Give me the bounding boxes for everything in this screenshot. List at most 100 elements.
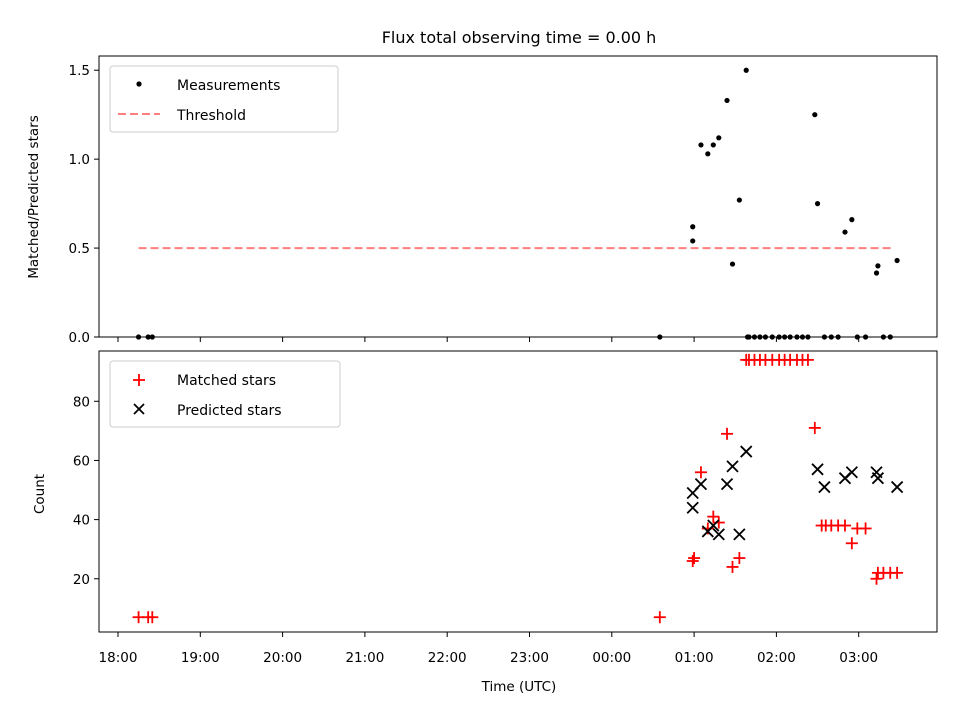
predicted-point bbox=[811, 463, 824, 476]
measurement-point bbox=[794, 334, 800, 340]
measurement-point bbox=[751, 334, 758, 340]
bottom-xtick-label: 02:00 bbox=[757, 650, 796, 666]
bottom-xtick-label: 18:00 bbox=[99, 650, 138, 666]
bottom-xtick-label: 03:00 bbox=[839, 650, 878, 666]
bottom-ytick-label: 40 bbox=[73, 513, 90, 529]
predicted-point bbox=[712, 528, 725, 541]
measurement-point bbox=[690, 238, 696, 244]
matched-point bbox=[653, 611, 666, 624]
bottom-ytick-label: 60 bbox=[73, 453, 90, 469]
matched-point bbox=[891, 566, 904, 579]
measurement-point bbox=[814, 201, 821, 207]
legend-predicted-label: Predicted stars bbox=[177, 403, 282, 419]
bottom-xlabel: Time (UTC) bbox=[481, 679, 557, 695]
bottom-axes-frame bbox=[98, 350, 938, 633]
predicted-point bbox=[733, 528, 746, 541]
legend-measurements-label: Measurements bbox=[177, 78, 280, 94]
legend-matched-marker bbox=[133, 374, 145, 386]
matched-point bbox=[688, 552, 701, 565]
measurement-point bbox=[782, 334, 788, 340]
predicted-point bbox=[740, 445, 753, 458]
bottom-ytick-label: 20 bbox=[73, 572, 90, 588]
top-ytick-label: 1.0 bbox=[69, 152, 90, 168]
measurement-point bbox=[736, 197, 742, 203]
matched-point bbox=[712, 516, 725, 529]
measurement-point bbox=[821, 334, 828, 340]
bottom-ytick-label: 80 bbox=[73, 394, 90, 410]
measurement-point bbox=[849, 217, 855, 223]
matched-point bbox=[845, 537, 858, 550]
measurement-point bbox=[746, 334, 752, 340]
measurement-point bbox=[724, 97, 730, 104]
top-ylabel: Matched/Predicted stars bbox=[26, 115, 42, 278]
measurement-point bbox=[762, 334, 769, 340]
bottom-xtick-label: 20:00 bbox=[263, 650, 302, 666]
measurement-point bbox=[149, 334, 155, 340]
measurement-point bbox=[887, 334, 893, 340]
legend-matched-label: Matched stars bbox=[177, 373, 276, 389]
measurement-point bbox=[828, 334, 834, 340]
measurement-point bbox=[135, 334, 142, 340]
bottom-xtick-label: 19:00 bbox=[181, 650, 220, 666]
matched-point bbox=[859, 522, 872, 535]
bottom-xtick-label: 22:00 bbox=[428, 650, 467, 666]
bottom-xtick-label: 01:00 bbox=[675, 650, 714, 666]
bottom-legend-box bbox=[109, 360, 341, 428]
predicted-point bbox=[726, 460, 739, 473]
measurement-point bbox=[854, 334, 860, 340]
bottom-panel: 20 40 60 80 18:00 19:00 20:00 21:00 22:00 23:00 00… bbox=[32, 350, 938, 695]
measurement-point bbox=[716, 135, 722, 141]
matched-point bbox=[870, 572, 883, 585]
legend-threshold-label: Threshold bbox=[176, 108, 246, 124]
measurement-point bbox=[698, 142, 704, 148]
top-ytick-label: 1.5 bbox=[69, 63, 90, 79]
predicted-point bbox=[818, 480, 831, 494]
bottom-ticks: 20 40 60 80 18:00 19:00 20:00 21:00 22:00 23:00 00… bbox=[73, 394, 878, 666]
predicted-point bbox=[890, 480, 904, 494]
measurement-point bbox=[894, 257, 900, 264]
measurement-point bbox=[729, 261, 736, 267]
bottom-xtick-label: 21:00 bbox=[345, 650, 384, 666]
matched-point bbox=[801, 353, 814, 366]
matched-point bbox=[694, 466, 707, 479]
predicted-point bbox=[686, 501, 699, 514]
bottom-ylabel: Count bbox=[32, 474, 48, 514]
chart-title: Flux total observing time = 0.00 h bbox=[382, 28, 657, 47]
top-ytick-label: 0.5 bbox=[69, 241, 90, 257]
measurement-point bbox=[835, 334, 841, 340]
measurement-point bbox=[805, 334, 811, 340]
measurement-point bbox=[880, 334, 886, 340]
matched-point bbox=[733, 552, 746, 565]
bottom-xtick-label: 00:00 bbox=[592, 650, 631, 666]
measurement-point bbox=[145, 334, 151, 340]
bottom-legend: Matched stars Predicted stars bbox=[109, 360, 341, 428]
measurement-point bbox=[787, 334, 793, 340]
measurement-point bbox=[799, 334, 806, 340]
matched-point bbox=[726, 560, 739, 573]
measurement-point bbox=[769, 334, 775, 340]
measurement-point bbox=[875, 263, 881, 269]
measurement-point bbox=[743, 67, 749, 73]
top-legend: Measurements Threshold bbox=[109, 65, 339, 133]
legend-measurements-marker bbox=[136, 81, 142, 87]
top-axes-frame bbox=[98, 55, 938, 338]
predicted-point bbox=[720, 477, 734, 491]
matched-point bbox=[808, 421, 821, 434]
top-legend-box bbox=[109, 65, 339, 133]
top-ytick-label: 0.0 bbox=[69, 330, 90, 346]
legend-predicted-marker bbox=[133, 403, 145, 415]
predicted-point bbox=[694, 477, 708, 491]
matched-point bbox=[838, 519, 851, 532]
matched-point bbox=[707, 510, 720, 523]
predicted-point bbox=[871, 472, 885, 485]
matched-point bbox=[686, 555, 699, 568]
measurement-point bbox=[690, 224, 696, 230]
predicted-point bbox=[845, 466, 858, 479]
top-marks bbox=[135, 67, 900, 340]
measurement-point bbox=[710, 142, 716, 148]
measurement-point bbox=[842, 229, 848, 235]
top-panel: 0.0 0.5 1.0 1.5 Matched/Predicted stars Mea… bbox=[26, 55, 938, 346]
matched-point bbox=[146, 611, 159, 624]
top-ticks: 0.0 0.5 1.0 1.5 bbox=[69, 63, 860, 346]
